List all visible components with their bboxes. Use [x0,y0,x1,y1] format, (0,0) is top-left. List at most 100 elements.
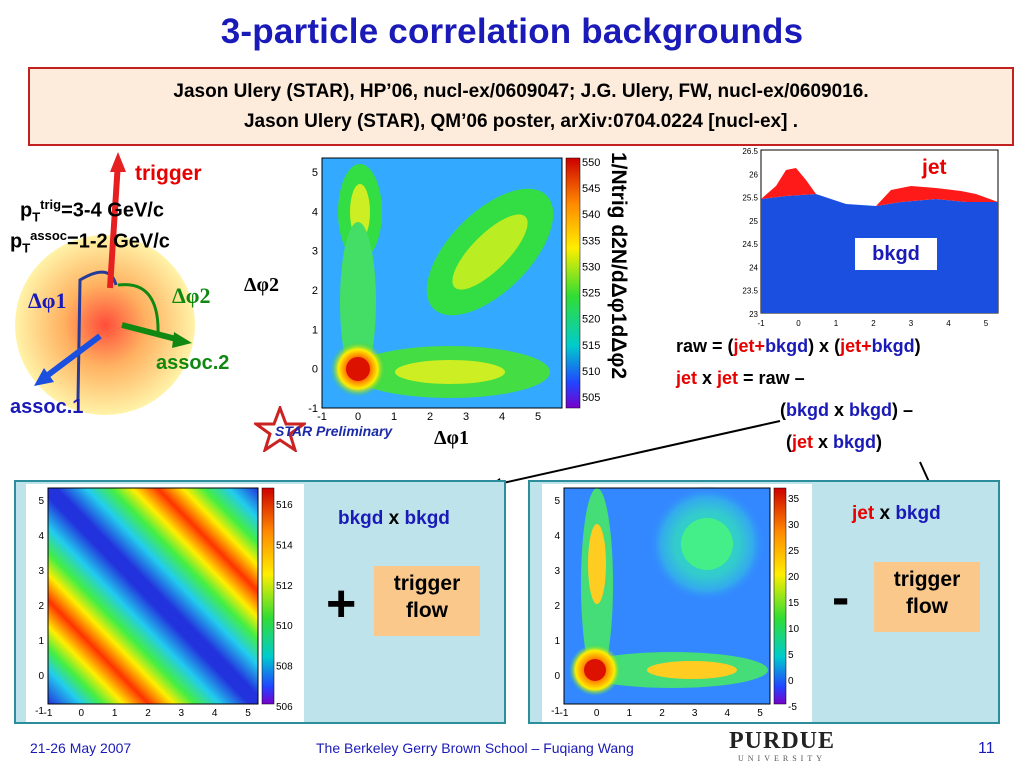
assoc1-arrow-head [34,368,54,386]
eq-jet: jet [717,368,739,388]
page-title: 3-particle correlation backgrounds [220,12,804,51]
right-plot-y-ticks: 5 4 3 2 1 0 -1 [551,496,560,717]
y-tick-label: 25 [749,217,758,226]
left-label-x: x [383,508,405,529]
right-label-bkgd: bkgd [895,503,941,524]
pt-assoc-sup: assoc [30,228,68,243]
y-tick-label: 26.5 [742,147,758,156]
correlation-schematic [15,152,195,415]
star-preliminary-label: STAR Preliminary [275,423,393,439]
x-tick-label: 1 [391,411,397,422]
equation-line-2: jet x jet = raw – [676,368,805,389]
y-tick-label: 24.5 [742,240,758,249]
bkgd-x-bkgd-plot: -1 0 1 2 3 4 5 5 4 3 2 1 0 -1 516 514 512 510 508 506 [26,484,304,722]
eq-bkgd: bkgd [765,336,809,356]
y-tick-label: -5 [788,702,797,713]
pt-trig-value: =3-4 GeV/c [61,199,164,222]
purdue-logo: PURDUE UNIVERSITY [720,728,844,768]
plus-operator: + [326,575,357,633]
left-plot-x-ticks: -1 0 1 2 3 4 5 [44,708,252,719]
eq-text: ) [876,432,883,452]
hist-jet-area [761,168,998,206]
reference-line-2: Jason Ulery (STAR), QM’06 poster, arXiv:… [243,111,799,132]
trigger-flow-line2: flow [906,595,948,618]
minus-operator: - [832,569,850,627]
eq-jet: jet [676,368,698,388]
eq-jet: jet [792,432,814,452]
eq-text: ) x ( [808,336,841,356]
y-tick-label: -1 [35,706,44,717]
main-plot-x-ticks: -1 0 1 2 3 4 5 [317,411,541,422]
x-tick-label: 3 [179,708,185,719]
eq-text: x [813,432,834,452]
x-tick-label: 0 [355,411,361,422]
star-logo-icon [254,406,306,452]
right-trigger-flow-box: trigger flow [874,562,980,632]
left-trigger-flow-box: trigger flow [374,566,480,636]
eq-text: x [829,400,850,420]
x-tick-label: -1 [317,411,327,422]
y-tick-label: 545 [582,183,600,195]
y-tick-label: 0 [38,671,44,682]
x-tick-label: 5 [535,411,541,422]
pt-assoc-base: p [10,230,23,253]
eq-bkgd: bkgd [871,336,915,356]
eq-jet: jet [733,336,755,356]
y-tick-label: 23.5 [742,287,758,296]
jet-x-bkgd-colorbar [773,487,787,705]
right-plot-x-ticks: -1 0 1 2 3 4 5 [560,708,764,719]
assoc2-arrow [121,322,181,343]
dphi2-arc [117,283,160,337]
y-tick-label: 4 [38,531,44,542]
collision-blob [15,235,195,415]
y-tick-label: 25.5 [742,194,758,203]
x-tick-label: 3 [463,411,469,422]
page-number: 11 [978,740,995,757]
pt-assoc-sub: T [22,240,31,256]
y-tick-label: 0 [554,671,560,682]
jet-x-bkgd-peak [584,659,606,681]
y-tick-label: -1 [308,403,318,415]
left-plot-y-ticks: 5 4 3 2 1 0 -1 [35,496,44,717]
y-tick-label: 1 [554,636,560,647]
y-tick-label: 23 [749,310,758,319]
jet-x-bkgd-frame [563,487,771,705]
y-tick-label: 26 [749,170,758,179]
footer-date: 21-26 May 2007 [30,740,132,756]
trigger-arrow-head [110,152,126,172]
y-tick-label: 3 [554,566,560,577]
x-tick-label: 4 [725,708,731,719]
x-tick-label: 2 [145,708,151,719]
eq-plus: + [861,336,872,356]
pt-trig-label: pTtrig=3-4 GeV/c [20,197,164,225]
y-tick-label: 515 [582,340,600,352]
y-tick-label: 505 [582,392,600,404]
eq-text: ( [780,400,786,420]
main-plot-y-ticks: 5 4 3 2 1 0 -1 [308,167,318,415]
y-tick-label: 4 [554,531,560,542]
main-plot-peak [346,357,370,381]
jet-x-bkgd-ring [681,518,733,570]
y-tick-label: 5 [38,496,44,507]
x-tick-label: -1 [757,319,765,328]
y-tick-label: 4 [312,206,318,218]
eq-jet: jet [840,336,862,356]
right-panel-label: jet x bkgd [852,503,941,525]
assoc1-arrow [42,333,102,381]
y-tick-label: 530 [582,261,600,273]
eq-text: ( [786,432,792,452]
bkgd-x-bkgd-colorbar [261,487,275,705]
y-tick-label: 1 [38,636,44,647]
dphi2-label: Δφ2 [172,283,211,308]
y-tick-label: 0 [312,364,318,376]
pt-assoc-label: pTassoc=1-2 GeV/c [10,228,170,256]
main-plot-xlabel: Δφ1 [434,427,470,449]
x-tick-label: -1 [44,708,53,719]
main-plot-ylabel: Δφ2 [244,274,280,296]
y-tick-label: 25 [788,546,800,557]
trigger-flow-line1: trigger [893,568,961,591]
y-tick-label: 20 [788,572,800,583]
eq-plus: + [754,336,766,356]
y-tick-label: 0 [788,676,794,687]
trigger-arrow [107,161,121,289]
